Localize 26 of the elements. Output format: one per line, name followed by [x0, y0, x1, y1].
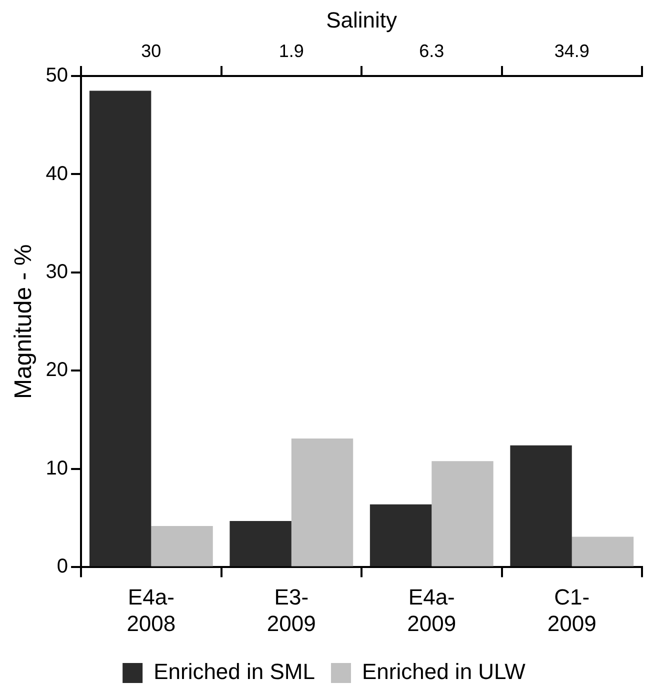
y-tick-label: 0 — [56, 556, 68, 578]
legend-label: Enriched in SML — [154, 659, 315, 684]
bar — [151, 526, 213, 566]
y-tick-label: 20 — [46, 359, 68, 382]
bar — [89, 90, 152, 566]
x-tick-label: E4a-2009 — [407, 584, 456, 636]
bar — [291, 438, 354, 566]
bar — [432, 461, 494, 566]
bar — [510, 445, 572, 566]
y-tick-label: 40 — [46, 162, 68, 185]
x-tick-label: E3-2009 — [266, 584, 316, 636]
text: 30 — [141, 41, 162, 62]
y-tick-label: 50 — [46, 64, 68, 87]
bar — [230, 521, 292, 566]
x2-axis-title: Salinity — [326, 7, 397, 32]
text: 34.9 — [554, 41, 590, 62]
y-tick-label: 30 — [46, 260, 68, 283]
x-tick-label: C1-2009 — [547, 584, 596, 636]
x-tick-label: E4a-2008 — [126, 584, 176, 636]
y-tick-label: 10 — [46, 457, 68, 480]
bar — [370, 504, 432, 566]
text: 6.3 — [419, 41, 444, 62]
legend-label: Enriched in ULW — [362, 659, 526, 684]
y-axis-title: Magnitude - % — [10, 244, 38, 399]
bar — [572, 536, 634, 566]
text: 1.9 — [278, 41, 304, 62]
